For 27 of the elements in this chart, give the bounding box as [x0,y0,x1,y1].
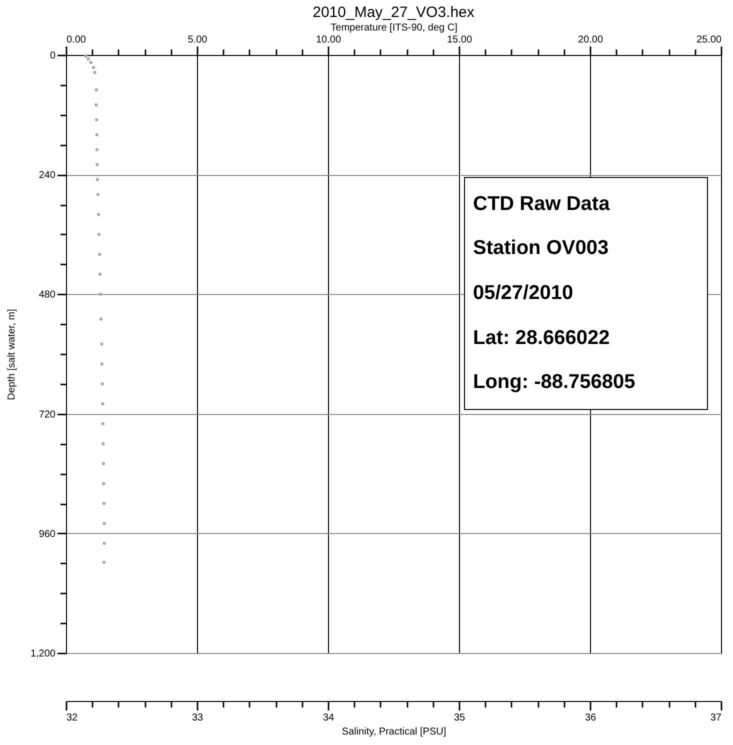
annotation: Station OV003 [473,237,610,260]
annotation: Long: -88.756805 [473,371,636,394]
x-tick-label: 25.00 [696,34,722,46]
y-axis-title: Depth [salt water, m] [6,308,18,400]
x-tick-label: 0.00 [66,34,86,46]
x-axis-title: Temperature [ITS-90, deg C] [330,22,458,34]
annotation: 05/27/2010 [473,282,574,305]
x2-tick-label: 35 [454,712,466,724]
annotation: CTD Raw Data [473,192,611,216]
x2-tick-label: 37 [710,712,722,724]
x-tick-label: 10.00 [316,34,342,46]
x2-axis-title: Salinity, Practical [PSU] [342,726,446,738]
y-tick-label: 960 [38,528,56,540]
y-tick-label: 480 [38,290,56,301]
x-tick-label: 5.00 [188,34,208,46]
chart-title: 2010_May_27_VO3.hex [312,4,475,21]
x-tick-label: 15.00 [446,34,472,46]
x2-tick-label: 36 [584,712,596,724]
y-tick-label: 1,200 [30,648,56,660]
annotation: Lat: 28.666022 [473,326,611,350]
x2-tick-label: 34 [322,712,334,724]
x2-tick-label: 33 [192,712,204,724]
x2-tick-label: 32 [66,712,78,724]
y-tick-label: 0 [50,50,56,62]
y-tick-label: 240 [38,170,56,182]
y-tick-label: 720 [38,409,56,420]
x-tick-label: 20.00 [578,34,604,46]
